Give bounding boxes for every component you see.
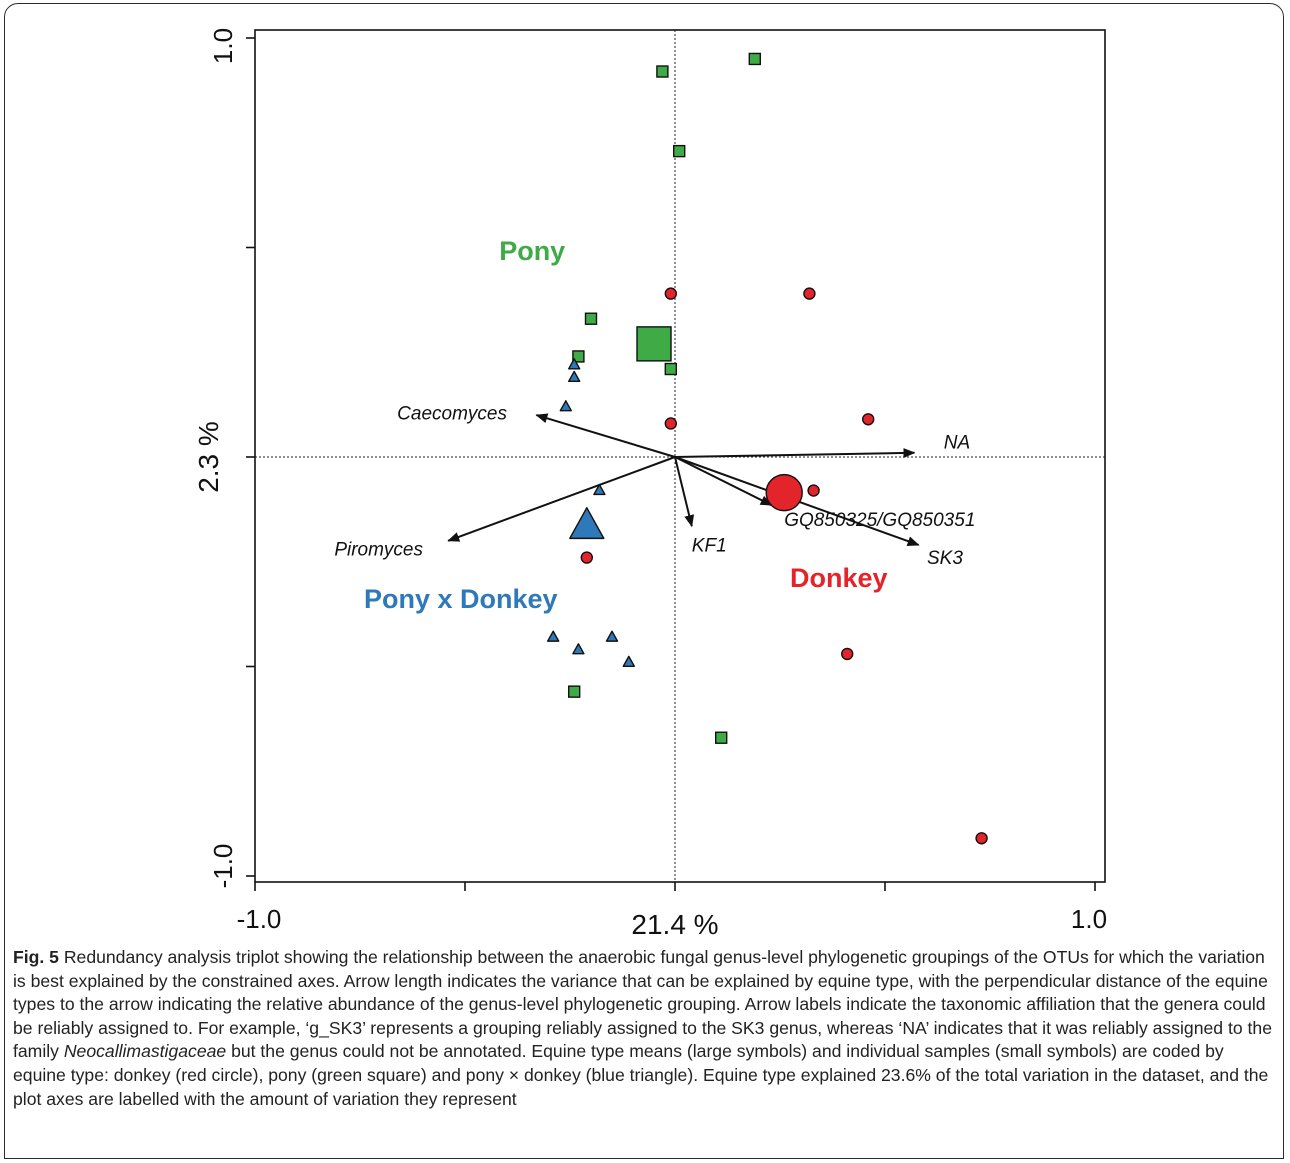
pony-point-5	[664, 362, 677, 376]
group-label-donkey: Donkey	[790, 563, 888, 593]
hybrid-point-0	[568, 358, 581, 370]
group-means	[569, 326, 803, 540]
arrow-1	[535, 413, 676, 458]
pony-point-7	[715, 731, 728, 744]
donkey-point-4	[807, 484, 820, 497]
axes: -1.0 1.0 1.0 -1.0 21.4 % 2.3 %	[193, 28, 1107, 940]
arrow-4	[674, 456, 773, 507]
arrows: NA Caecomyces Piromyces KF1 GQ850325/GQ85035…	[334, 403, 975, 569]
figure-caption: Fig. 5 Redundancy analysis triplot showi…	[13, 946, 1275, 1111]
donkey-point-5	[580, 551, 593, 564]
pony-mean	[636, 326, 672, 362]
pony-point-3	[584, 312, 598, 325]
pony-point-2	[673, 144, 686, 158]
arrow-label-5: SK3	[927, 548, 963, 569]
donkey-mean	[765, 473, 803, 512]
arrow-label-3: KF1	[692, 535, 727, 556]
arrow-label-4: GQ850325/GQ850351	[784, 510, 975, 531]
group-label-hybrid: Pony x Donkey	[364, 584, 558, 614]
caption-label: Fig. 5	[13, 947, 59, 967]
hybrid-point-6	[605, 630, 619, 642]
rda-triplot: -1.0 1.0 1.0 -1.0 21.4 % 2.3 % NA Caecomyces Pi…	[193, 28, 1107, 940]
caption-text-1: Redundancy analysis triplot showing the …	[13, 947, 1272, 1062]
x-tick-label-min: -1.0	[237, 904, 282, 934]
pony-point-4	[572, 350, 585, 363]
donkey-point-1	[803, 287, 816, 300]
y-axis-title: 2.3 %	[193, 421, 224, 493]
arrow-label-1: Caecomyces	[397, 403, 507, 424]
x-tick-label-max: 1.0	[1071, 904, 1107, 934]
arrow-label-0: NA	[944, 433, 970, 454]
x-axis-title: 21.4 %	[631, 909, 718, 940]
donkey-point-7	[975, 832, 988, 845]
hybrid-point-3	[593, 483, 606, 496]
caption-text-2: but the genus could not be annotated. Eq…	[13, 1041, 1269, 1109]
arrow-label-2: Piromyces	[334, 539, 423, 560]
hybrid-point-2	[559, 400, 572, 412]
figure-frame	[4, 3, 1284, 1159]
donkey-point-6	[841, 647, 854, 661]
y-tick-label-min: -1.0	[208, 844, 238, 889]
hybrid-point-4	[547, 630, 560, 642]
donkey-point-2	[664, 417, 677, 430]
arrow-0	[674, 448, 916, 459]
arrow-2	[447, 456, 676, 542]
caption-italic: Neocallimastigaceae	[63, 1041, 227, 1062]
group-label-pony: Pony	[499, 236, 565, 266]
donkey-point-3	[862, 413, 875, 426]
donkey-point-0	[664, 287, 677, 300]
pony-point-1	[748, 52, 761, 66]
hybrid-point-5	[572, 643, 585, 655]
hybrid-mean	[569, 507, 605, 540]
arrow-3	[674, 456, 695, 528]
labels: Pony Pony x Donkey Donkey	[364, 236, 888, 614]
pony-point-6	[568, 685, 581, 698]
hybrid-point-1	[568, 370, 581, 383]
plot-frame	[254, 29, 1106, 883]
sample-points	[547, 52, 988, 845]
pony-point-0	[656, 65, 669, 78]
y-tick-label-max: 1.0	[208, 28, 238, 64]
hybrid-point-7	[622, 655, 635, 667]
